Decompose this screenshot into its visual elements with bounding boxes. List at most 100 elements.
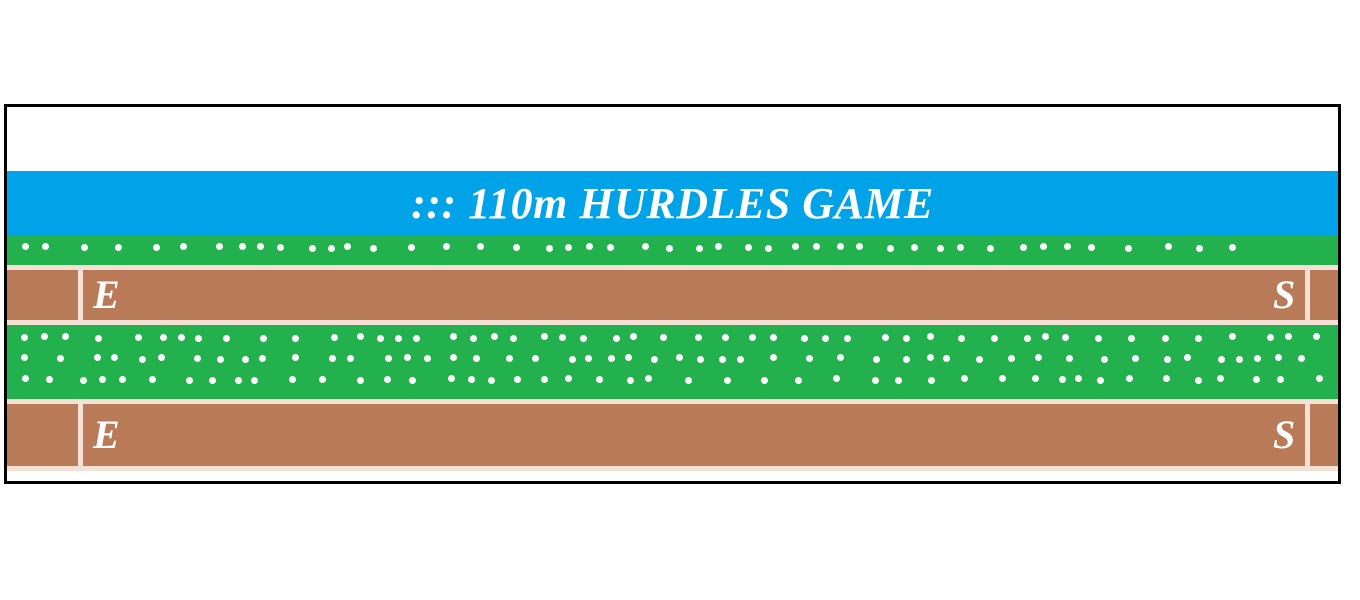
grass-speckle bbox=[1132, 355, 1139, 362]
grass-speckle bbox=[514, 376, 521, 383]
title-banner: ::: 110m HURDLES GAME bbox=[7, 171, 1338, 235]
grass-speckle bbox=[328, 245, 335, 252]
grass-speckle bbox=[1088, 244, 1095, 251]
grass-speckle bbox=[62, 333, 69, 340]
grass-speckle bbox=[586, 243, 593, 250]
grass-speckle bbox=[477, 243, 484, 250]
grass-speckle bbox=[1253, 376, 1260, 383]
grass-speckle bbox=[347, 355, 354, 362]
grass-speckle bbox=[408, 244, 415, 251]
grass-speckle bbox=[737, 356, 744, 363]
track-boundary-line bbox=[7, 265, 1338, 270]
grass-speckle bbox=[928, 377, 935, 384]
grass-speckle bbox=[239, 243, 246, 250]
grass-speckle bbox=[676, 354, 683, 361]
grass-speckle bbox=[149, 376, 156, 383]
grass-speckle bbox=[209, 377, 216, 384]
game-title: ::: 110m HURDLES GAME bbox=[411, 178, 934, 228]
grass-speckle bbox=[413, 335, 420, 342]
finish-label: E bbox=[93, 412, 120, 457]
grass-speckle bbox=[468, 376, 475, 383]
grass-speckle bbox=[357, 333, 364, 340]
grass-speckle bbox=[119, 376, 126, 383]
grass-speckle bbox=[1195, 335, 1202, 342]
grass-speckle bbox=[1024, 335, 1031, 342]
grass-speckle bbox=[1163, 375, 1170, 382]
start-line bbox=[1305, 270, 1310, 320]
finish-label: E bbox=[93, 272, 120, 317]
grass-speckle bbox=[448, 375, 455, 382]
grass-speckle bbox=[1267, 334, 1274, 341]
grass-speckle bbox=[1032, 375, 1039, 382]
grass-speckle bbox=[1020, 244, 1027, 251]
grass-speckle bbox=[559, 334, 566, 341]
grass-speckle bbox=[565, 244, 572, 251]
grass-speckle bbox=[41, 333, 48, 340]
grass-speckle bbox=[596, 376, 603, 383]
grass-speckle bbox=[991, 335, 998, 342]
grass-speckle bbox=[513, 244, 520, 251]
grass-speckle bbox=[696, 245, 703, 252]
grass-speckle bbox=[488, 377, 495, 384]
grass-speckle bbox=[216, 243, 223, 250]
grass-speckle bbox=[882, 334, 889, 341]
grass-speckle bbox=[1313, 333, 1320, 340]
grass-speckle bbox=[404, 354, 411, 361]
grass-speckle bbox=[895, 377, 902, 384]
grass-speckle bbox=[1164, 356, 1171, 363]
grass-speckle bbox=[833, 375, 840, 382]
grass-speckle bbox=[277, 244, 284, 251]
grass-speckle bbox=[1101, 356, 1108, 363]
grass-speckle bbox=[186, 377, 193, 384]
grass-speckle bbox=[569, 356, 576, 363]
grass-speckle bbox=[613, 335, 620, 342]
grass-speckle bbox=[715, 243, 722, 250]
grass-speckle bbox=[409, 377, 416, 384]
grass-speckle bbox=[385, 355, 392, 362]
grass-speckle bbox=[1035, 354, 1042, 361]
grass-speckle bbox=[370, 245, 377, 252]
grass-speckle bbox=[887, 245, 894, 252]
grass-speckle bbox=[292, 335, 299, 342]
grass-speckle bbox=[80, 377, 87, 384]
grass-speckle bbox=[627, 377, 634, 384]
grass-speckle bbox=[450, 354, 457, 361]
grass-speckle bbox=[443, 243, 450, 250]
grass-speckle bbox=[21, 334, 28, 341]
grass-speckle bbox=[1042, 333, 1049, 340]
grass-speckle bbox=[1095, 335, 1102, 342]
grass-speckle bbox=[642, 243, 649, 250]
grass-speckle bbox=[395, 335, 402, 342]
grass-speckle bbox=[1059, 376, 1066, 383]
grass-speckle bbox=[685, 377, 692, 384]
grass-speckle bbox=[532, 355, 539, 362]
grass-speckle bbox=[745, 244, 752, 251]
start-label: S bbox=[1273, 412, 1296, 457]
grass-speckle bbox=[1008, 355, 1015, 362]
grass-speckle bbox=[722, 334, 729, 341]
grass-speckle bbox=[1277, 376, 1284, 383]
grass-speckle bbox=[235, 377, 242, 384]
running-lane-1: E S bbox=[7, 270, 1338, 320]
grass-speckle bbox=[357, 377, 364, 384]
grass-speckle bbox=[260, 335, 267, 342]
grass-strip-middle bbox=[7, 325, 1338, 399]
grass-speckle bbox=[837, 243, 844, 250]
grass-speckle bbox=[856, 243, 863, 250]
game-board[interactable]: ::: 110m HURDLES GAME E S E S bbox=[4, 104, 1341, 484]
grass-speckle bbox=[1184, 354, 1191, 361]
grass-speckle bbox=[1097, 377, 1104, 384]
grass-speckle bbox=[1075, 375, 1082, 382]
grass-speckle bbox=[625, 354, 632, 361]
grass-speckle bbox=[1229, 333, 1236, 340]
grass-speckle bbox=[651, 356, 658, 363]
grass-speckle bbox=[1254, 355, 1261, 362]
grass-speckle bbox=[1218, 356, 1225, 363]
grass-speckle bbox=[195, 335, 202, 342]
grass-speckle bbox=[976, 356, 983, 363]
grass-speckle bbox=[94, 354, 101, 361]
grass-speckle bbox=[46, 376, 53, 383]
grass-speckle bbox=[450, 333, 457, 340]
grass-speckle bbox=[695, 334, 702, 341]
grass-speckle bbox=[1217, 375, 1224, 382]
